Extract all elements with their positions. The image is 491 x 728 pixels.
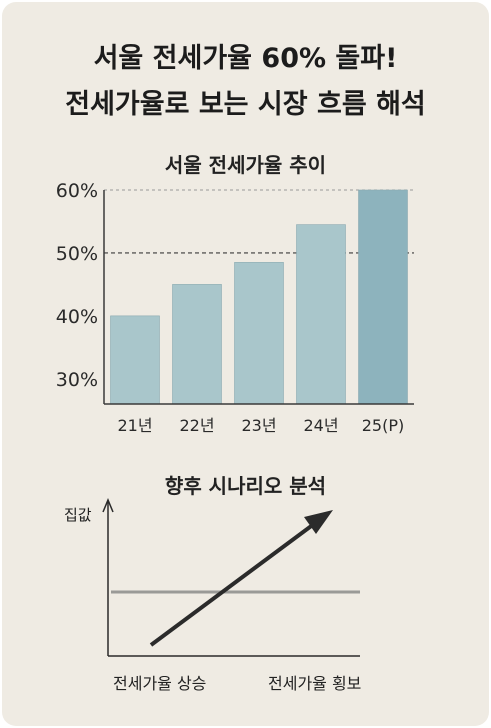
page-title: 서울 전세가율 60% 돌파! (93, 43, 398, 74)
chart-title: 서울 전세가율 추이 (164, 153, 327, 177)
scenario-diagram: 집값 전세가율 상승 전세가율 횡보 (64, 498, 361, 693)
bar-0 (110, 315, 160, 405)
x-category-label: 25(P) (362, 416, 405, 435)
x-category-label: 22년 (179, 416, 214, 435)
scenario-title: 향후 시나리오 분석 (164, 474, 327, 498)
bar-1 (172, 284, 222, 405)
x-axis-categories: 21년 22년 23년 24년 25(P) (117, 416, 404, 435)
x-category-label: 24년 (303, 416, 338, 435)
rising-trend-arrow (149, 519, 320, 647)
rising-trend-arrowhead (304, 510, 333, 534)
y-tick-label: 50% (56, 243, 98, 265)
bar-4 (358, 189, 408, 405)
x-category-label: 21년 (117, 416, 152, 435)
y-tick-label: 60% (56, 180, 98, 202)
rising-scenario-label: 전세가율 상승 (113, 674, 206, 693)
x-category-label: 23년 (241, 416, 276, 435)
y-axis-ticks: 30% 40% 50% 60% (56, 180, 98, 391)
bar-3 (296, 224, 346, 405)
scenario-y-axis-label: 집값 (64, 506, 92, 524)
page-subtitle: 전세가율로 보는 시장 흐름 해석 (65, 89, 426, 120)
scenario-y-axis-arrowhead (102, 498, 114, 513)
y-tick-label: 40% (56, 306, 98, 328)
chart-bars (110, 189, 408, 405)
bar-2 (234, 262, 284, 405)
flat-scenario-label: 전세가율 횡보 (268, 674, 361, 693)
y-tick-label: 30% (56, 369, 98, 391)
